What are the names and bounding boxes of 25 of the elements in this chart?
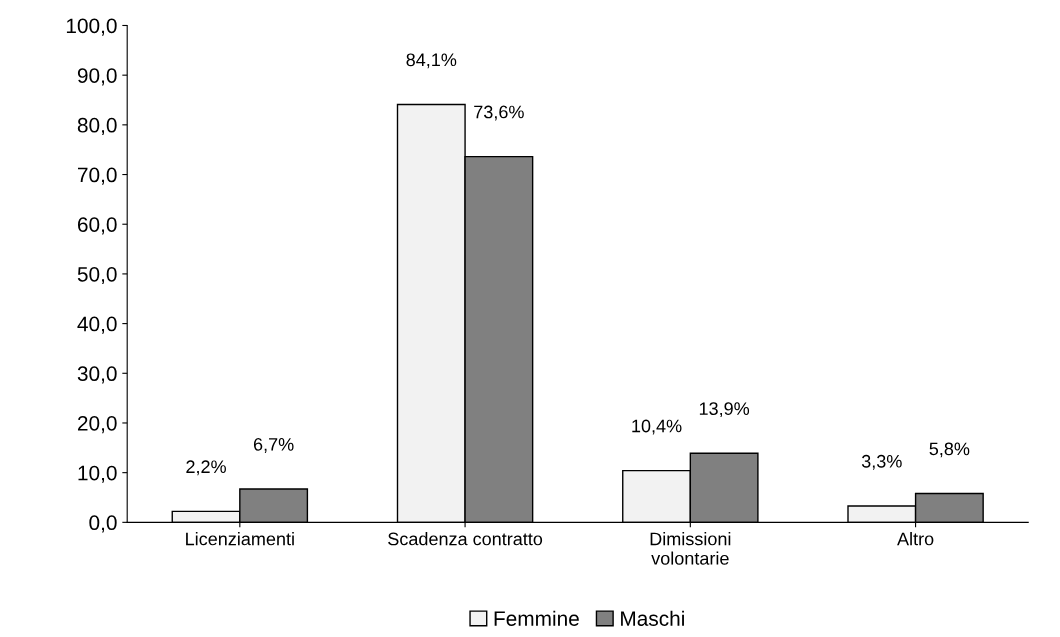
data-label: 13,9% xyxy=(699,402,750,418)
y-tick-label: 40,0 xyxy=(77,316,117,334)
legend-label: Femmine xyxy=(494,610,579,626)
y-tick-label: 60,0 xyxy=(77,217,117,235)
x-tick-label: Scadenza contratto xyxy=(388,532,543,546)
legend-label: Maschi xyxy=(621,610,684,626)
y-tick-label: 100,0 xyxy=(66,18,117,36)
data-label: 3,3% xyxy=(861,454,902,470)
y-tick-label: 80,0 xyxy=(77,117,117,136)
data-label: 10,4% xyxy=(632,419,682,435)
y-tick-label: 70,0 xyxy=(78,167,117,185)
y-tick-label: 10,0 xyxy=(78,465,117,483)
y-tick-label: 50,0 xyxy=(77,266,117,285)
y-tick-label: 90,0 xyxy=(77,68,117,86)
data-label: 84,1% xyxy=(406,53,457,69)
x-tick-label: Dimissioni volontarie xyxy=(650,532,731,565)
y-tick-label: 20,0 xyxy=(77,415,117,434)
x-tick-label: Licenziamenti xyxy=(186,532,294,546)
y-tick-label: 0,0 xyxy=(89,515,117,533)
x-tick-label: Altro xyxy=(897,532,934,546)
y-tick-label: 30,0 xyxy=(77,366,117,384)
data-label: 5,8% xyxy=(929,442,970,458)
data-label: 2,2% xyxy=(186,460,226,476)
data-label: 73,6% xyxy=(474,105,524,121)
data-label: 6,7% xyxy=(253,437,294,453)
